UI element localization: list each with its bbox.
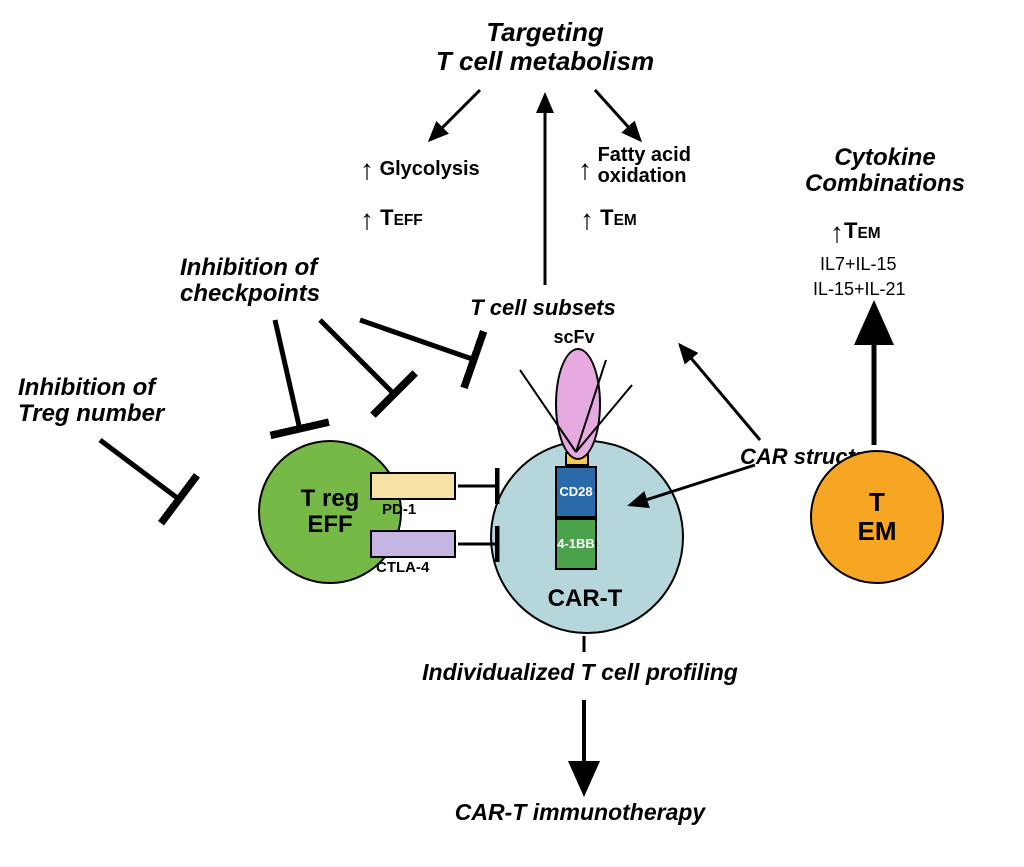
tem-line2: EM [858,516,897,546]
heading-inhibition-treg: Inhibition of Treg number [18,375,218,428]
arrow-targeting-to-glycolysis [430,90,480,140]
tbar-checkpoints-to-treg [275,320,300,430]
metabolism-glycolysis: ↑ Glycolysis [360,155,480,186]
arrow-carstructure-to-subsets [680,345,760,440]
up-arrow-icon: ↑ [578,155,592,184]
heading-inhibition-checkpoints-line2: checkpoints [180,280,320,307]
pd1-label: PD-1 [382,502,416,519]
up-arrow-icon: ↑ [360,204,374,235]
tbar-checkpoints-right [360,320,475,360]
tem-line1: T [869,487,885,517]
tbar-tregnumber-to-treg [100,440,180,500]
arrows-layer [0,0,1024,867]
heading-inhibition-treg-line1: Inhibition of [18,374,155,401]
bb41-receptor: 4-1BB [555,518,597,570]
up-arrow-icon: ↑ [360,154,374,185]
cytokine-tem: ↑TEM [830,218,881,249]
up-arrow-icon: ↑ [580,204,594,235]
heading-targeting-line1: Targeting [486,17,603,47]
heading-cytokine-line1: Cytokine [834,144,935,171]
cart-cell-label: CAR-T [490,585,680,613]
bb41-label: 4-1BB [557,537,595,551]
cd28-receptor: CD28 [555,466,597,518]
ctla4-receptor [370,530,456,558]
heading-inhibition-checkpoints-line1: Inhibition of [180,254,317,281]
metabolism-teff: ↑ TEFF [360,205,423,236]
heading-cytokine-line2: Combinations [805,170,965,197]
heading-targeting: Targeting T cell metabolism [380,18,710,75]
metabolism-fao: ↑ Fatty acid oxidation [578,145,691,187]
heading-immunotherapy: CAR-T immunotherapy [395,800,765,825]
heading-inhibition-treg-line2: Treg number [18,400,164,427]
heading-targeting-line2: T cell metabolism [436,46,654,76]
ctla4-label: CTLA-4 [376,560,429,577]
cytokine-combo1: IL7+IL-15 [820,255,897,275]
up-arrow-icon: ↑ [830,217,844,248]
scfv-oval [555,348,601,460]
metabolism-tem: ↑ TEM [580,205,637,236]
treg-line1: T reg [301,485,360,512]
heading-profiling: Individualized T cell profiling [395,660,765,685]
cytokine-combo2: IL-15+IL-21 [813,280,906,300]
heading-cytokine: Cytokine Combinations [770,145,1000,198]
pd1-receptor [370,472,456,500]
treg-line2: EFF [307,511,352,538]
tem-cell: T EM [810,450,944,584]
tbar-checkpoints-middle [320,320,395,395]
arrow-targeting-to-fao [595,90,640,140]
cd28-label: CD28 [559,485,592,499]
heading-inhibition-checkpoints: Inhibition of checkpoints [180,255,380,308]
heading-tcell-subsets: T cell subsets [438,296,648,320]
scfv-label: scFv [539,328,609,348]
